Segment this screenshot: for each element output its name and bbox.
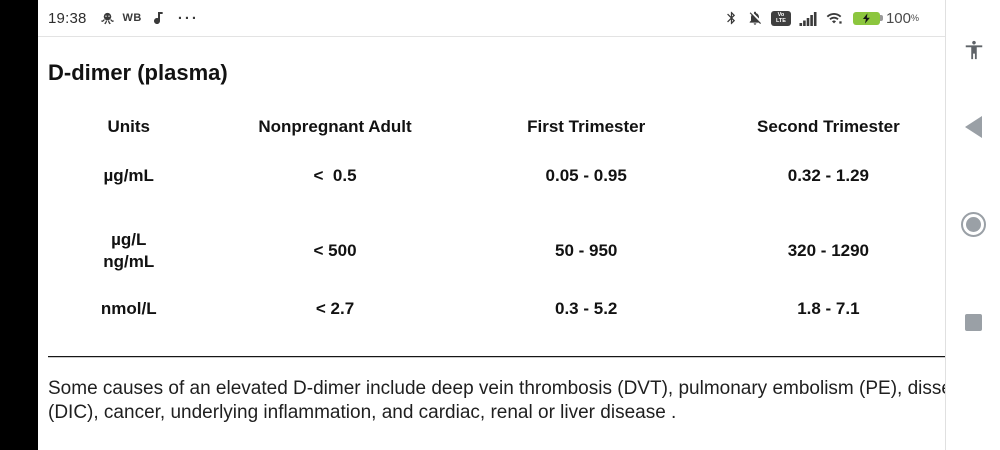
home-dot [966, 216, 981, 232]
wb-notification-badge: WB [122, 12, 142, 24]
nonpregnant-adult-cell: < 2.7 [315, 299, 355, 318]
clock: 19:38 [48, 9, 87, 27]
first-trimester-cell: 0.3 - 5.2 [555, 299, 618, 318]
recents-icon[interactable] [946, 300, 1000, 344]
music-note-icon [150, 10, 166, 26]
home-icon[interactable] [946, 202, 1000, 246]
second-trimester-cell: 1.8 - 7.1 [797, 299, 860, 318]
table-header-row: Units Nonpregnant Adult First Trimester … [48, 116, 945, 138]
nonpregnant-adult-cell: < 500 [313, 241, 357, 260]
bluetooth-icon [724, 10, 739, 26]
second-trimester-cell: 0.32 - 1.29 [787, 166, 870, 185]
column-header-nonpregnant-adult: Nonpregnant Adult [258, 117, 412, 136]
units-cell: µg/L ng/mL [103, 230, 155, 271]
recents-square [965, 313, 982, 331]
first-trimester-cell: 50 - 950 [554, 241, 618, 260]
battery-nub [880, 15, 883, 21]
units-cell: nmol/L [100, 299, 157, 318]
navigation-bar [945, 0, 1000, 450]
footnote-line: (DIC), cancer, underlying inflammation, … [48, 402, 677, 423]
units-cell: µg/mL [103, 166, 154, 185]
footnote-line: Some causes of an elevated D-dimer inclu… [48, 378, 945, 399]
wifi-icon [825, 10, 843, 26]
back-icon[interactable] [946, 105, 1000, 149]
battery-percent-sign: % [910, 13, 919, 23]
first-trimester-cell: 0.05 - 0.95 [545, 166, 627, 185]
divider-line [48, 356, 945, 358]
table-row: nmol/L < 2.7 0.3 - 5.2 1.8 - 7.1 [48, 298, 945, 320]
accessibility-icon[interactable] [946, 28, 1000, 72]
battery-percent-label: 100 [885, 9, 911, 27]
column-header-units: Units [107, 117, 150, 136]
signal-strength-icon [799, 10, 817, 26]
app-window: 19:38 WB ··· [38, 0, 945, 450]
column-header-first-trimester: First Trimester [527, 117, 646, 136]
page-title: D-dimer (plasma) [48, 60, 228, 85]
sound-off-icon [747, 10, 763, 26]
more-notifications-icon: ··· [177, 9, 199, 27]
home-ring [961, 211, 986, 237]
battery-charging-icon [852, 11, 883, 25]
volte-text-bottom: LTE [775, 18, 786, 24]
table-row: µg/mL < 0.5 0.05 - 0.95 0.32 - 1.29 [48, 165, 945, 187]
nonpregnant-adult-cell: < 0.5 [313, 166, 357, 185]
back-triangle [965, 116, 982, 138]
volte-icon: Vo LTE [770, 10, 791, 26]
second-trimester-cell: 320 - 1290 [787, 241, 870, 260]
display-notch [0, 0, 38, 450]
octopus-app-icon [100, 11, 115, 26]
reference-page: D-dimer (plasma) Units Nonpregnant Adult… [38, 37, 945, 450]
column-header-second-trimester: Second Trimester [757, 117, 900, 136]
status-bar: 19:38 WB ··· [38, 0, 945, 37]
volte-text-top: Vo [777, 12, 785, 18]
table-row: µg/L ng/mL < 500 50 - 950 320 - 1290 [48, 229, 945, 273]
